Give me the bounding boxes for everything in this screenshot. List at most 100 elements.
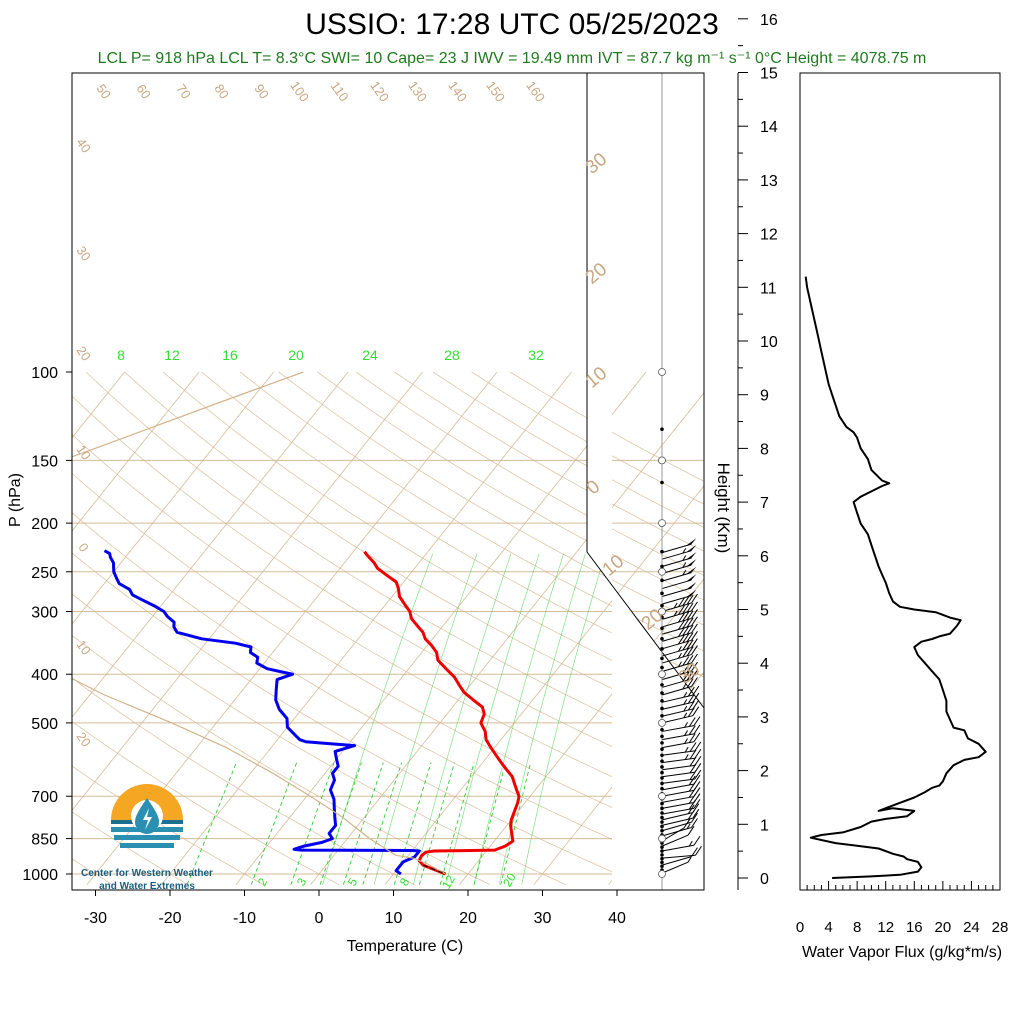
wind-barb	[661, 623, 698, 642]
obs-dot	[660, 806, 664, 811]
dry-adiabat	[72, 433, 704, 819]
isotherm-label-left: 40	[73, 135, 94, 155]
wind-barb	[661, 741, 702, 756]
obs-dot	[660, 811, 664, 815]
height-tick-label: 7	[760, 495, 769, 512]
wind-barb	[661, 756, 702, 771]
series-temperature	[363, 550, 521, 876]
y-tick-label: 1000	[22, 867, 58, 884]
wind-barb	[661, 724, 701, 741]
mixing-ratio-label: 32	[528, 347, 544, 363]
obs-dot	[660, 699, 664, 703]
flux-tick-label: 12	[877, 919, 894, 936]
isotherm	[72, 371, 200, 532]
obs-level-marker	[658, 870, 666, 878]
obs-dot	[660, 781, 664, 786]
wind-barb	[661, 653, 698, 672]
dry-adiabat	[85, 371, 704, 761]
lower-mixing-label: 20	[500, 870, 519, 889]
wind-barb	[661, 645, 698, 664]
wind-barb	[661, 732, 701, 749]
logo-line-2: and Water Extremes	[99, 881, 195, 892]
height-tick-label: 11	[760, 280, 777, 297]
wind-barb	[661, 669, 698, 688]
obs-dot	[660, 603, 664, 608]
obs-dot	[660, 815, 664, 820]
obs-dot	[660, 864, 664, 869]
isotherm	[72, 371, 349, 718]
lower-mixing-label: 5	[345, 875, 361, 888]
obs-dot	[660, 824, 664, 829]
x-tick-label: 20	[459, 910, 477, 927]
obs-dot	[660, 759, 664, 763]
theta-label: 140	[445, 78, 470, 104]
isotherm	[161, 371, 572, 885]
isotherm-label-left: 30	[73, 243, 94, 263]
theta-label: 80	[211, 81, 232, 101]
lcl-line	[422, 864, 446, 875]
height-tick-label: 14	[760, 119, 778, 136]
sounding-parameters: LCL P= 918 hPa LCL T= 8.3°C SWI= 10 Cape…	[97, 50, 927, 67]
obs-level-marker	[658, 607, 666, 616]
height-tick-label: 13	[760, 173, 778, 190]
lower-mixing-label: 3	[294, 875, 310, 888]
obs-dot	[660, 615, 664, 620]
dry-adiabat	[72, 811, 189, 885]
obs-dot	[660, 683, 664, 687]
moist-adiabat	[445, 553, 540, 885]
x-tick-label: 0	[315, 910, 324, 927]
logo-line-1: Center for Western Weather	[81, 868, 213, 879]
isotherm-label-left: 20	[73, 343, 94, 363]
wind-barb	[661, 609, 698, 628]
dry-adiabat	[239, 371, 704, 652]
y-tick-label: 200	[31, 516, 58, 533]
wind-barb	[661, 685, 700, 703]
flux-tick-label: 16	[906, 919, 923, 936]
isotherm-label-left: 10	[73, 442, 94, 462]
obs-dot	[660, 706, 664, 711]
flux-tick-label: 20	[935, 919, 952, 936]
mixing-ratio-line	[250, 762, 298, 885]
theta-label: 150	[483, 78, 508, 104]
wind-barb	[661, 544, 697, 560]
moist-adiabat	[322, 553, 434, 885]
obs-level-marker	[658, 567, 666, 576]
wind-panel	[587, 73, 704, 890]
obs-dot	[660, 770, 664, 775]
wind-barb	[661, 616, 698, 635]
dry-adiabat	[72, 677, 415, 885]
obs-dot	[660, 776, 664, 780]
flux-tick-label: 8	[853, 919, 861, 936]
mixing-ratio-label: 28	[444, 347, 460, 363]
height-tick-label: 0	[760, 871, 769, 888]
dry-adiabat	[72, 395, 704, 789]
obs-dot	[660, 591, 664, 596]
height-tick-label: 2	[760, 764, 769, 781]
height-tick-label: 12	[760, 227, 778, 244]
obs-dot	[660, 856, 664, 861]
mixing-ratio-label: 8	[117, 347, 125, 363]
wind-barb	[661, 835, 701, 852]
wind-barb	[661, 706, 700, 724]
obs-level-marker	[658, 368, 666, 376]
wind-barb	[661, 661, 698, 681]
x-tick-label: 40	[608, 910, 626, 927]
mixing-ratio-label: 20	[288, 347, 304, 363]
obs-dot	[660, 853, 664, 857]
mixing-ratio-line	[342, 762, 384, 885]
theta-label: 60	[133, 81, 154, 101]
wind-barb	[661, 774, 701, 791]
x-tick-label: 30	[534, 910, 552, 927]
x-tick-label: -20	[158, 910, 181, 927]
obs-level-marker	[658, 670, 666, 679]
isotherm	[72, 371, 274, 625]
height-tick-label: 10	[760, 334, 778, 351]
wind-barb	[661, 589, 697, 605]
obs-dot	[660, 578, 664, 583]
wind-barb	[661, 699, 700, 717]
lower-mixing-label: 8	[397, 875, 413, 888]
wind-barb	[661, 856, 692, 874]
cw3e-logo	[111, 784, 183, 848]
mixing-ratio-line	[439, 762, 475, 885]
isotherm-label-left: 10	[73, 637, 94, 657]
